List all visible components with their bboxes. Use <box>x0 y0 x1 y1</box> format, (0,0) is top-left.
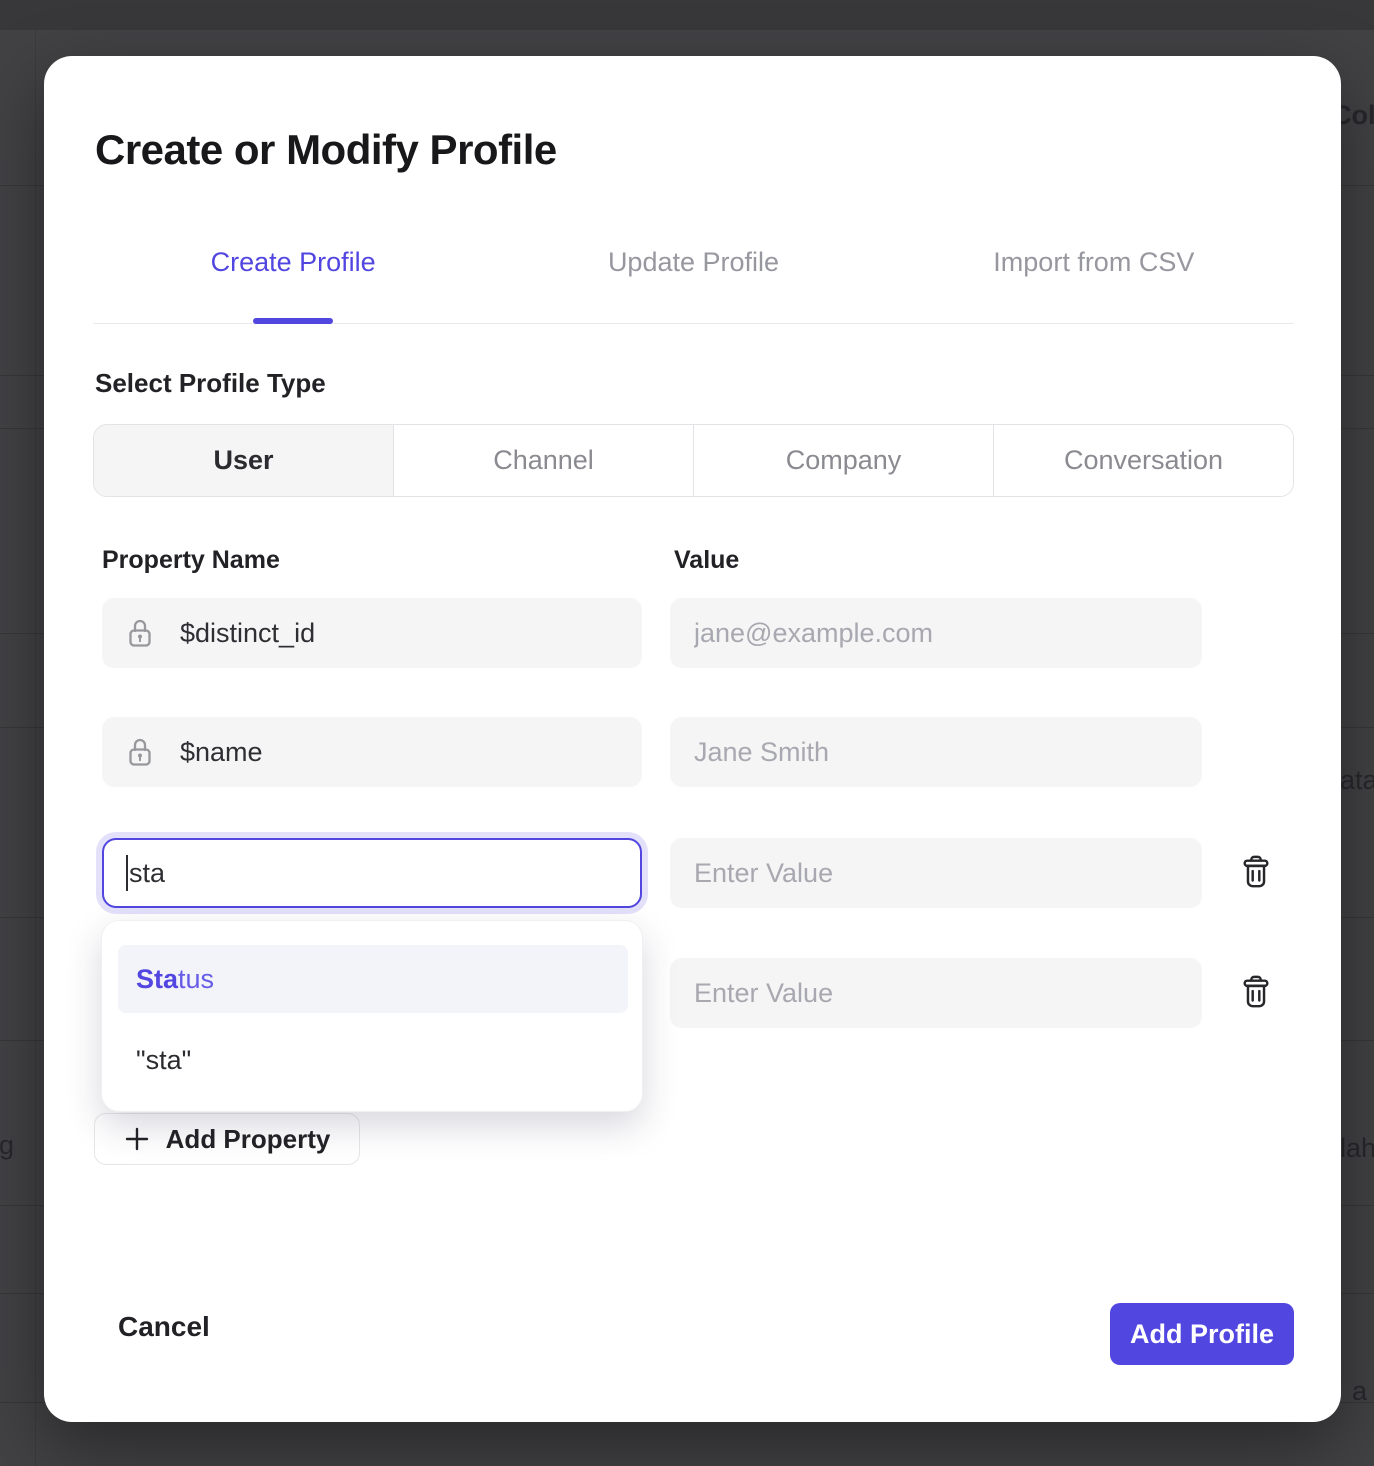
tab-create-profile[interactable]: Create Profile <box>210 246 376 277</box>
delete-row-button[interactable] <box>1236 971 1276 1015</box>
cancel-button[interactable]: Cancel <box>118 1311 210 1342</box>
autocomplete-item-status[interactable]: Sta tus <box>118 945 628 1013</box>
autocomplete-rest-text: tus <box>178 963 215 994</box>
add-profile-button[interactable]: Add Profile <box>1110 1303 1294 1365</box>
property-name-field-name: $name <box>102 717 642 787</box>
text-caret <box>126 855 128 891</box>
property-name-column-header: Property Name <box>102 546 280 574</box>
background-text-fragment: lah <box>1340 1133 1374 1163</box>
value-column-header: Value <box>674 546 740 574</box>
plus-icon <box>124 1126 150 1152</box>
add-property-button[interactable]: Add Property <box>94 1113 360 1165</box>
modal-tab-bar: Create Profile Update Profile Import fro… <box>93 231 1294 293</box>
profile-type-label: Select Profile Type <box>95 368 326 398</box>
tab-update-profile[interactable]: Update Profile <box>607 246 780 277</box>
property-name-text: $distinct_id <box>180 617 316 648</box>
property-name-field-distinct-id: $distinct_id <box>102 598 642 668</box>
background-text-fragment: ata <box>1340 765 1374 795</box>
property-name-typed-text: sta <box>129 857 166 888</box>
background-top-band <box>0 0 1374 30</box>
create-or-modify-profile-modal: Create or Modify Profile Create Profile … <box>44 56 1341 1422</box>
property-autocomplete-dropdown: Sta tus "sta" <box>101 920 643 1112</box>
modal-title: Create or Modify Profile <box>95 126 557 173</box>
autocomplete-item-custom[interactable]: "sta" <box>136 1044 192 1075</box>
property-name-input-focused[interactable]: sta <box>102 838 642 908</box>
tab-separator <box>93 323 1294 324</box>
background-text-fragment: ng <box>0 1130 15 1160</box>
active-tab-indicator <box>253 318 333 324</box>
background-column-divider <box>35 30 36 1466</box>
profile-type-selector: User Channel Company Conversation <box>93 424 1294 497</box>
value-input-row3[interactable] <box>670 838 1202 908</box>
value-input-name[interactable] <box>670 717 1202 787</box>
trash-icon <box>1239 853 1273 894</box>
property-name-text: $name <box>180 736 263 767</box>
background-text-fragment: a <box>1352 1376 1368 1406</box>
lock-icon <box>126 617 154 649</box>
profile-type-company[interactable]: Company <box>694 425 994 496</box>
lock-icon <box>126 736 154 768</box>
profile-type-channel[interactable]: Channel <box>394 425 694 496</box>
value-input-row4[interactable] <box>670 958 1202 1028</box>
value-input-distinct-id[interactable] <box>670 598 1202 668</box>
profile-type-user[interactable]: User <box>94 425 394 496</box>
trash-icon <box>1239 973 1273 1014</box>
profile-type-conversation[interactable]: Conversation <box>994 425 1293 496</box>
autocomplete-match-text: Sta <box>136 963 179 994</box>
tab-import-from-csv[interactable]: Import from CSV <box>993 246 1195 277</box>
add-property-label: Add Property <box>165 1123 331 1154</box>
delete-row-button[interactable] <box>1236 851 1276 895</box>
